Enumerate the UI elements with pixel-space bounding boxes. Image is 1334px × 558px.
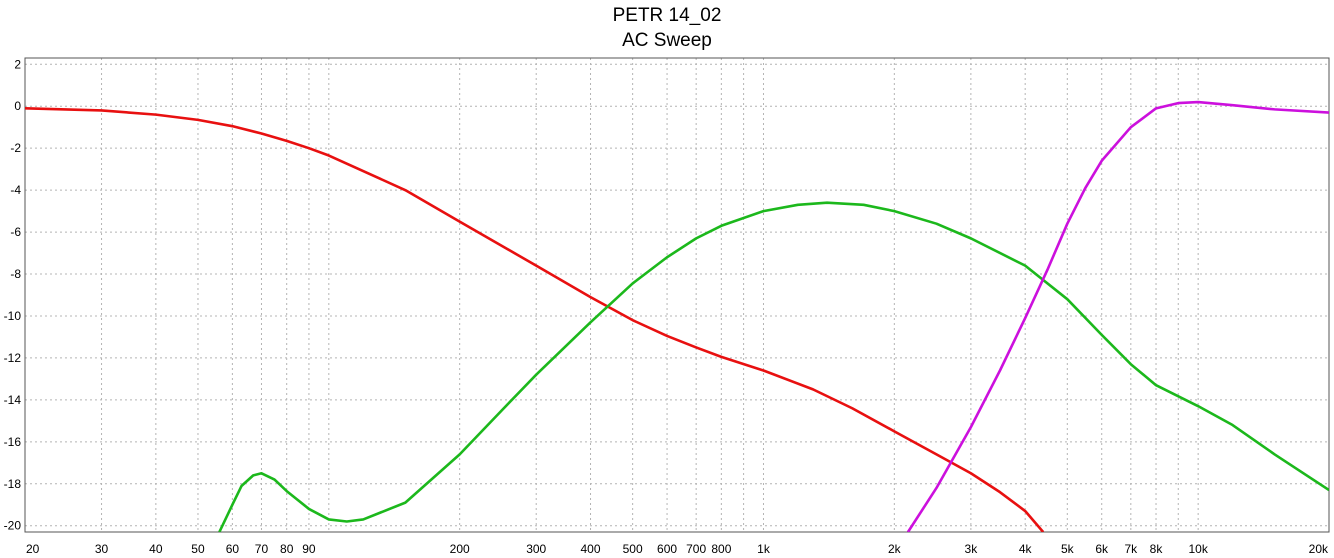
y-tick-label: -4 [10, 183, 21, 197]
y-tick-label: -14 [4, 393, 22, 407]
x-tick-label: 20k [1309, 542, 1329, 556]
x-tick-label: 600 [657, 542, 677, 556]
x-tick-label: 500 [623, 542, 643, 556]
x-tick-label: 400 [580, 542, 600, 556]
x-tick-label: 30 [95, 542, 109, 556]
grid-lines [24, 58, 1330, 532]
x-tick-label: 50 [191, 542, 205, 556]
y-tick-label: -20 [4, 519, 22, 533]
y-tick-label: -12 [4, 351, 22, 365]
y-tick-label: 2 [14, 57, 21, 71]
x-tick-label: 70 [255, 542, 269, 556]
x-tick-label: 200 [450, 542, 470, 556]
y-tick-label: -10 [4, 309, 22, 323]
data-curves [25, 100, 1329, 532]
series-line-1 [25, 107, 1045, 532]
y-tick-label: -18 [4, 477, 22, 491]
x-tick-label: 2k [888, 542, 902, 556]
x-tick-label: 300 [526, 542, 546, 556]
x-tick-label: 5k [1061, 542, 1075, 556]
x-tick-label: 80 [280, 542, 294, 556]
x-tick-label: 6k [1095, 542, 1109, 556]
series-line-3 [906, 100, 1329, 532]
x-tick-label: 1k [757, 542, 771, 556]
plot-frame [24, 57, 1330, 533]
chart-title: PETR 14_02 [612, 5, 722, 26]
x-tick-label: 700 [686, 542, 706, 556]
y-tick-label: -6 [10, 225, 21, 239]
x-tick-label: 8k [1150, 542, 1164, 556]
series-line-2 [218, 201, 1329, 532]
x-tick-label: 7k [1124, 542, 1138, 556]
x-tick-label: 4k [1019, 542, 1033, 556]
x-tick-label: 3k [965, 542, 979, 556]
y-tick-label: -16 [4, 435, 22, 449]
x-tick-label: 800 [711, 542, 731, 556]
y-axis-ticks: 2 0 -2 -4 -6 -8 -10 -12 -14 -16 -18 -20 [4, 57, 22, 532]
x-tick-label: 60 [226, 542, 240, 556]
chart-subtitle: AC Sweep [622, 30, 712, 51]
x-axis-ticks: 20 30 40 50 60 70 80 90 200 300 400 500 600 700 800 1k 2… [26, 542, 1329, 556]
y-tick-label: -8 [10, 267, 21, 281]
x-tick-label: 10k [1188, 542, 1208, 556]
x-tick-label: 20 [26, 542, 40, 556]
x-tick-label: 40 [149, 542, 163, 556]
y-tick-label: 0 [14, 99, 21, 113]
x-tick-label: 90 [302, 542, 316, 556]
y-tick-label: -2 [10, 141, 21, 155]
